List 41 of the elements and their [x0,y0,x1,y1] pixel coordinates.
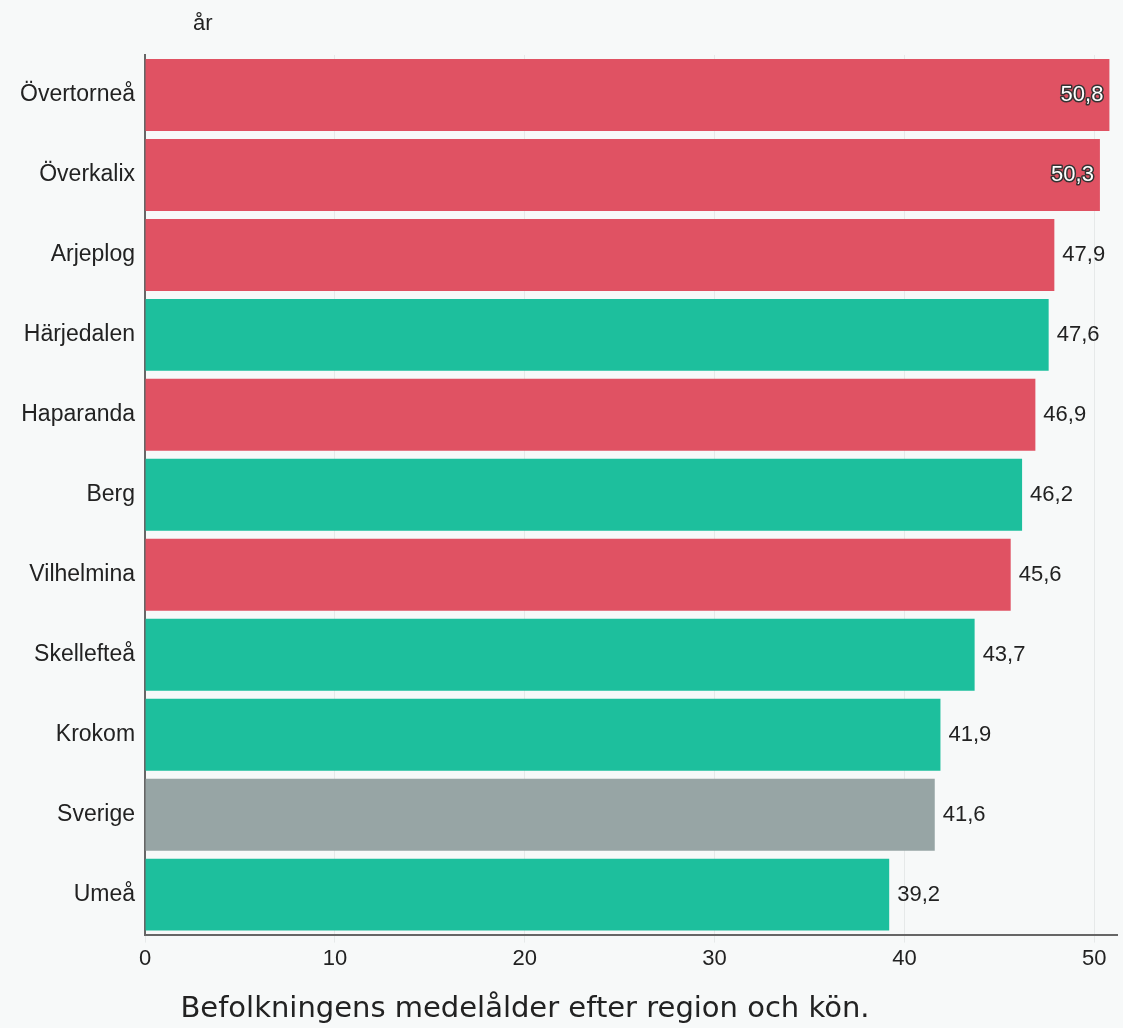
y-tick-label: Vilhelmina [29,560,136,587]
x-tick-label: 10 [322,944,348,970]
x-tick-label: 30 [702,944,727,970]
bar [145,618,975,691]
data-label: 39,2 [897,880,941,906]
y-tick-label: Krokom [55,720,136,747]
x-axis-title: år [193,10,213,36]
bar [145,218,1055,291]
x-tick-label: 40 [892,944,917,970]
x-tick-label: 0 [138,944,152,970]
data-label: 41,6 [942,800,986,826]
y-tick-label: Övertorneå [19,80,136,107]
bar [145,378,1036,451]
y-tick-label: Arjeplog [50,240,136,267]
bar [145,298,1049,371]
y-tick-label: Skellefteå [34,640,136,667]
data-label: 50,8 [1060,81,1104,107]
bar [145,59,1110,131]
data-label: 50,3 [1051,161,1094,187]
y-tick-label: Sverige [57,800,136,826]
data-label: 46,9 [1043,400,1087,426]
data-label: 46,2 [1030,480,1073,506]
y-tick-label: Haparanda [21,400,136,427]
bar [145,698,941,771]
x-tick-label: 50 [1081,944,1107,970]
y-tick-label: Överkalix [39,160,136,187]
data-label: 47,9 [1062,240,1106,266]
data-label: 45,6 [1018,560,1062,586]
data-label: 41,9 [948,720,992,746]
bar [145,858,890,931]
y-tick-label: Berg [86,480,136,507]
data-label: 43,7 [982,640,1026,666]
y-tick-label: Härjedalen [23,320,136,347]
data-label: 47,6 [1056,320,1100,346]
bar [145,778,935,851]
bar [145,138,1100,211]
bar [145,458,1023,531]
x-tick-label: 20 [512,944,537,970]
y-tick-label: Umeå [73,879,136,906]
text: Befolkningens medelålder efter region och kön. [179,990,871,1024]
bar [145,538,1011,611]
